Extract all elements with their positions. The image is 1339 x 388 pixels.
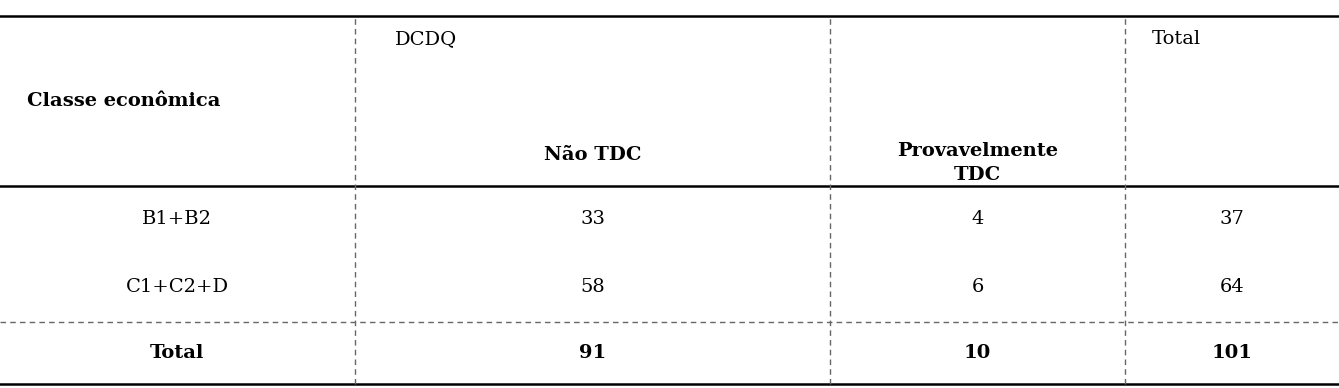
Text: C1+C2+D: C1+C2+D: [126, 278, 229, 296]
Text: 4: 4: [971, 210, 984, 228]
Text: 10: 10: [964, 344, 991, 362]
Text: Total: Total: [150, 344, 205, 362]
Text: DCDQ: DCDQ: [395, 30, 457, 48]
Text: B1+B2: B1+B2: [142, 210, 213, 228]
Text: Provavelmente
TDC: Provavelmente TDC: [897, 142, 1058, 184]
Text: Classe econômica: Classe econômica: [27, 92, 221, 110]
Text: Não TDC: Não TDC: [544, 146, 641, 164]
Text: 101: 101: [1212, 344, 1252, 362]
Text: 91: 91: [578, 344, 607, 362]
Text: 37: 37: [1220, 210, 1244, 228]
Text: Total: Total: [1152, 30, 1201, 48]
Text: 58: 58: [580, 278, 605, 296]
Text: 6: 6: [971, 278, 984, 296]
Text: 64: 64: [1220, 278, 1244, 296]
Text: 33: 33: [580, 210, 605, 228]
